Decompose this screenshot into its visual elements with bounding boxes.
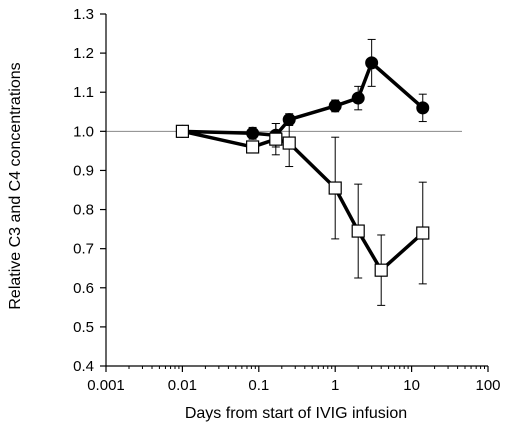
- y-tick-label: 1.2: [73, 45, 94, 62]
- data-point-square: [374, 263, 388, 277]
- data-point-circle: [246, 126, 260, 140]
- data-point-square: [351, 224, 365, 238]
- data-point-square: [416, 226, 430, 240]
- data-point-circle: [365, 56, 379, 70]
- x-tick-label: 0.1: [248, 377, 269, 394]
- x-tick-label: 10: [403, 377, 420, 394]
- data-point-square: [175, 124, 189, 138]
- y-tick-label: 1.0: [73, 123, 94, 140]
- y-tick-label: 1.1: [73, 84, 94, 101]
- y-tick-label: 0.7: [73, 241, 94, 258]
- series-line: [182, 129, 424, 272]
- x-tick-label: 0.01: [168, 377, 197, 394]
- x-axis-title: Days from start of IVIG infusion: [185, 405, 407, 422]
- y-tick-label: 0.8: [73, 202, 94, 219]
- x-tick-label: 1: [331, 377, 339, 394]
- data-point-square: [328, 181, 342, 195]
- x-tick-label: 100: [475, 377, 500, 394]
- data-point-square: [246, 140, 260, 154]
- data-point-square: [282, 136, 296, 150]
- data-point-circle: [351, 91, 365, 105]
- y-tick-label: 0.6: [73, 280, 94, 297]
- axes: 0.4 0.5 0.6 0.7 0.8 0.9 1.0 1.1 1.2 1.3 0.001 0.01 0…: [73, 6, 500, 394]
- data-point-square: [269, 132, 283, 146]
- plot-area: [175, 38, 430, 306]
- y-axis-title: Relative C3 and C4 concentrations: [7, 62, 24, 309]
- data-point-circle: [416, 101, 430, 115]
- y-tick-label: 0.9: [73, 162, 94, 179]
- y-tick-label: 0.5: [73, 319, 94, 336]
- y-tick-label: 1.3: [73, 6, 94, 23]
- y-tick-label: 0.4: [73, 358, 94, 375]
- data-point-circle: [282, 113, 296, 127]
- data-point-circle: [328, 99, 342, 113]
- x-tick-label: 0.001: [87, 377, 125, 394]
- series-line: [182, 61, 424, 137]
